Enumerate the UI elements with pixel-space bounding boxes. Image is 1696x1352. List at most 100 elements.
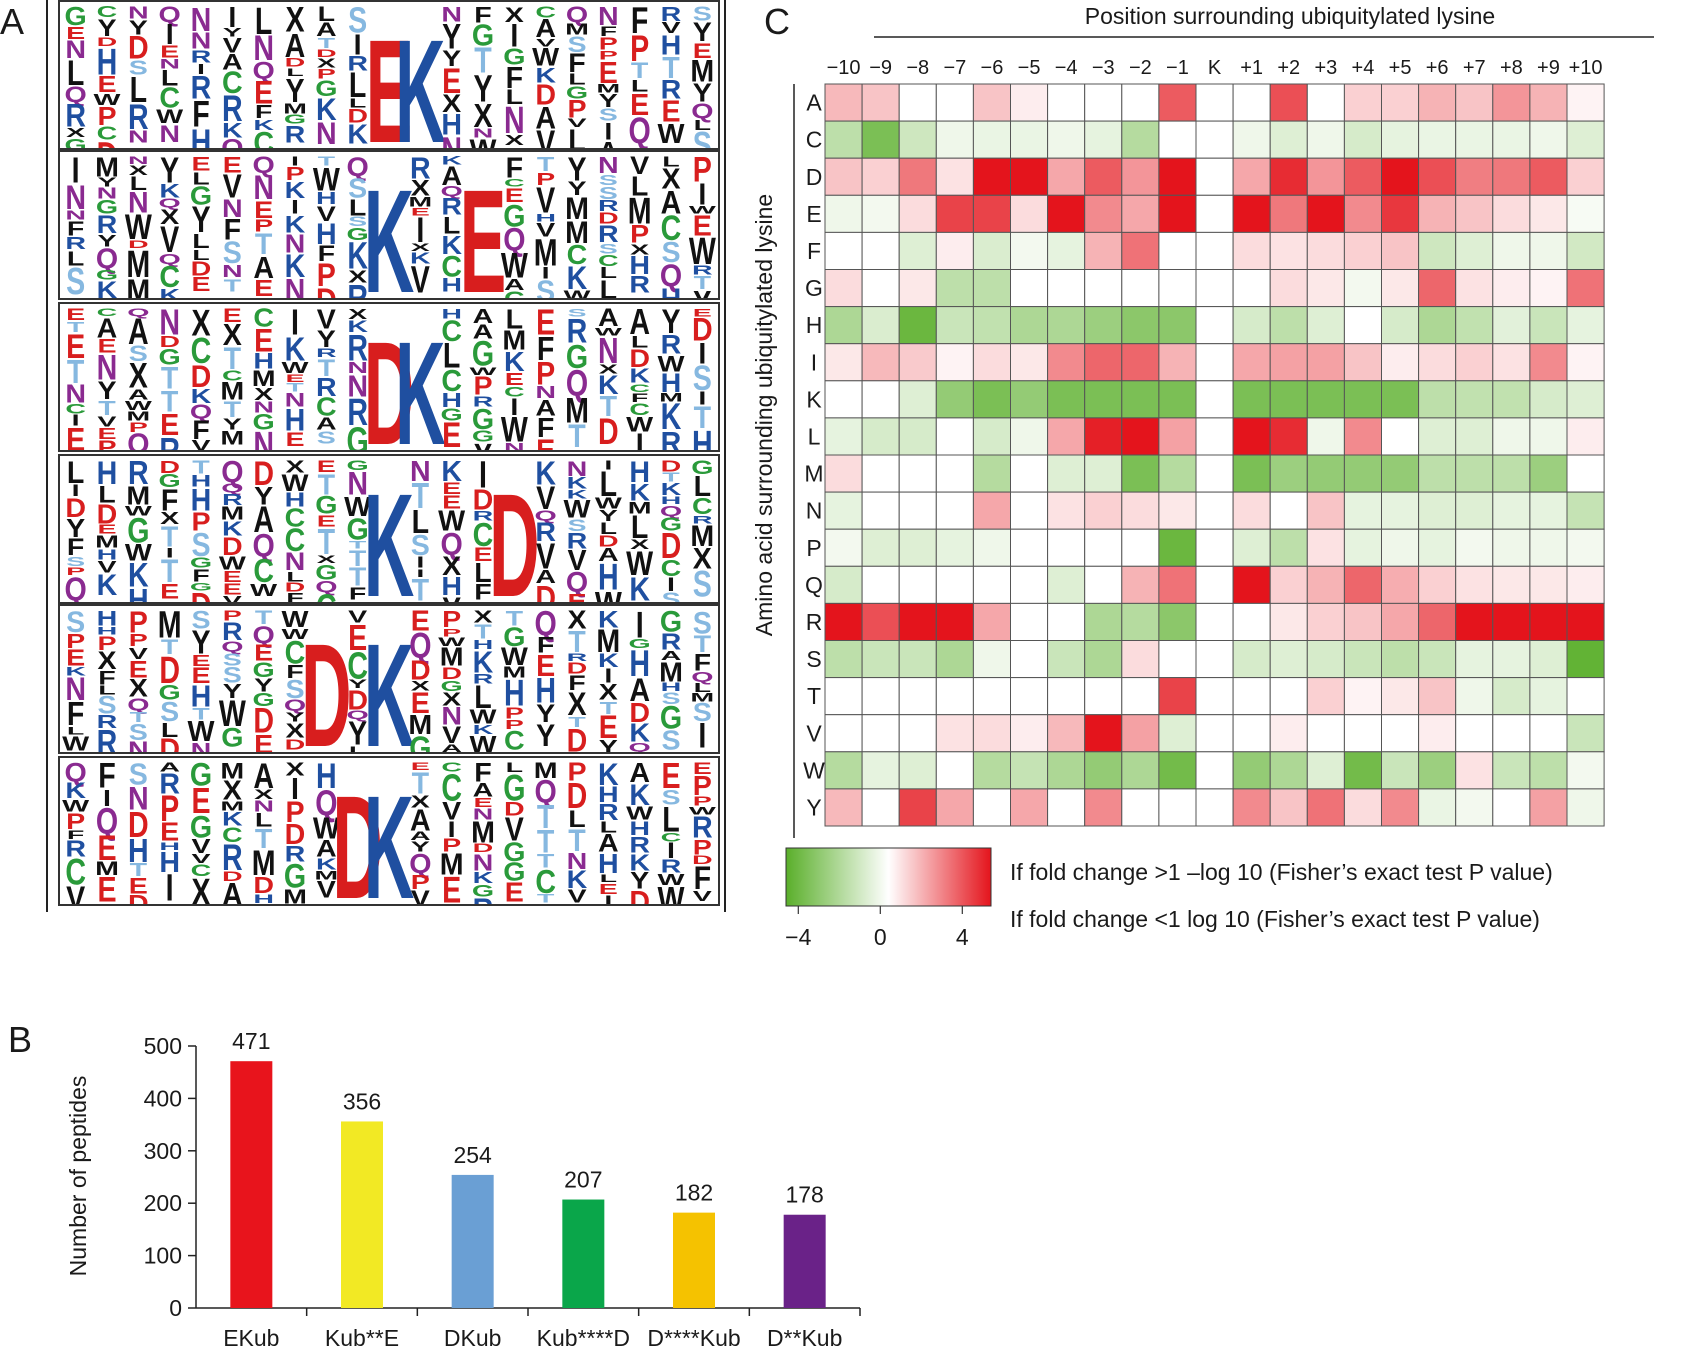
colorbar-tick-label: 4 [956,924,969,950]
logo-letter: N [128,187,149,219]
heatmap-cell [1047,602,1086,642]
heatmap-cell [1306,231,1345,270]
logo-letter: M [95,532,119,552]
logo-letter: S [223,236,242,270]
heatmap-cell [1047,343,1086,382]
logo-letter: V [191,852,210,866]
heatmap-cell [1121,751,1160,790]
logo-letter: C [441,768,462,810]
sequence-logo-svg: SPEKNFLWHHPXFLSRRPPVEXQTSNMTDGSLDSYEEHTW… [62,606,714,752]
logo-letter: P [129,631,148,650]
logo-letter: E [223,306,242,327]
heatmap-cell [824,565,863,604]
logo-letter: D [222,869,243,884]
logo-letter: V [97,558,117,576]
logo-letter: F [600,24,617,39]
logo-letter: W [282,606,309,632]
logo-letter: I [354,30,362,62]
logo-letter: E [661,758,680,796]
logo-letter: K [65,665,86,678]
logo-letter: I [166,545,174,561]
logo-letter: H [97,607,118,631]
logo-letter: R [159,768,180,800]
logo-letter: M [628,191,652,232]
heatmap-cell [1195,640,1234,679]
logo-letter: G [503,622,525,652]
logo-letter: S [129,758,148,792]
heatmap-cell [1306,751,1345,790]
logo-letter: N [473,805,494,823]
logo-letter: H [473,637,494,651]
logo-letter: Q [159,250,181,267]
logo-letter: T [631,59,649,83]
logo-letter: D [128,892,149,904]
heatmap-cell [1343,417,1383,456]
logo-letter: E [599,56,618,90]
logo-letter: P [505,704,524,722]
heatmap-cell [1158,565,1197,604]
logo-letter: M [220,428,244,449]
logo-letter: T [318,469,336,501]
heatmap-cell [1343,231,1383,270]
heatmap-cell [1306,157,1345,196]
heatmap-cell [1269,677,1308,716]
heatmap-cell [1121,788,1160,827]
heatmap-cell [1381,231,1420,270]
logo-letter: Y [97,231,116,250]
heatmap-row-label: N [806,498,823,524]
logo-letter: K [222,119,243,142]
logo-letter: G [347,225,369,244]
heatmap-cell [1232,640,1271,679]
logo-letter: T [694,401,711,435]
heatmap-cell [1084,417,1123,456]
logo-letter: L [568,70,585,87]
colorbar-tick-label: −4 [785,924,811,950]
logo-letter: Q [253,621,275,649]
logo-letter: H [692,424,713,450]
heatmap-cell [1158,269,1197,308]
heatmap-cell [972,714,1011,753]
logo-letter: S [66,606,85,639]
heatmap-cell [1381,157,1420,196]
heatmap-cell [1343,343,1383,382]
heatmap-cell [1047,565,1086,604]
heatmap-cell [1084,269,1123,308]
logo-letter: T [694,273,712,294]
logo-letter: M [283,100,307,117]
logo-letter: S [348,2,367,40]
heatmap-cell [1566,565,1605,604]
logo-letter: M [565,20,589,38]
logo-letter: H [316,189,337,208]
heatmap-cell [972,343,1011,382]
logo-letter: Q [629,741,651,752]
logo-letter: A [285,27,306,65]
logo-letter: V [567,886,586,904]
heatmap-cell [1343,565,1383,604]
heatmap-cell [1158,491,1197,530]
logo-letter: P [97,101,116,130]
logo-letter: T [600,391,618,423]
logo-letter: H [535,211,556,224]
logo-letter: A [316,835,337,862]
logo-letter: M [471,816,495,850]
heatmap-column-label: +9 [1537,57,1560,79]
logo-letter: Q [159,196,181,210]
logo-letter: A [629,671,650,708]
logo-letter: E [411,205,430,218]
logo-letter: Y [536,719,555,752]
logo-letter: V [223,34,242,57]
logo-letter: C [222,66,243,100]
logo-letter: C [253,304,274,332]
heatmap-cell [1492,714,1531,753]
logo-letter: G [190,181,212,210]
logo-letter: T [224,398,242,422]
heatmap-cell [935,380,974,419]
logo-letter: T [694,630,711,657]
logo-letter: K [316,93,337,128]
heatmap-cell [1418,157,1457,196]
heatmap-cell [1084,120,1123,159]
logo-letter: X [254,787,273,802]
logo-letter: I [698,178,706,212]
heatmap-column-label: −9 [869,57,892,79]
logo-letter: X [505,131,525,148]
